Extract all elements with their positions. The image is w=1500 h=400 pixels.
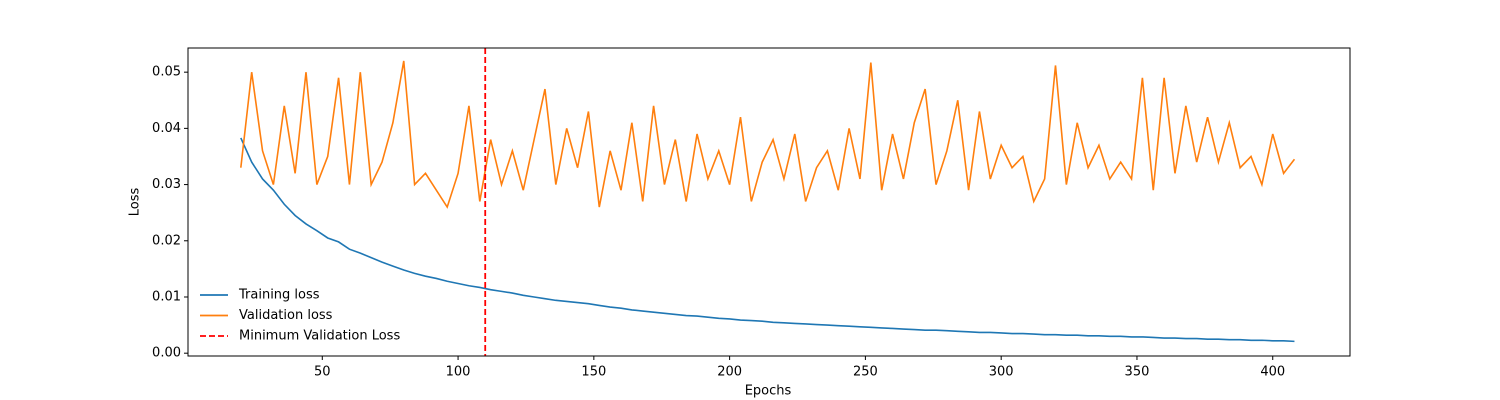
- series-line: [240, 60, 1296, 209]
- y-axis-label: Loss: [128, 188, 143, 217]
- y-tick-label: 0.05: [152, 65, 181, 80]
- y-tick-label: 0.02: [152, 233, 181, 248]
- legend-label: Minimum Validation Loss: [239, 329, 400, 344]
- y-tick-label: 0.01: [152, 289, 181, 304]
- series-line: [240, 137, 1295, 343]
- y-tick-label: 0.00: [152, 346, 181, 361]
- legend-label: Training loss: [238, 288, 320, 303]
- x-tick-label: 400: [1260, 365, 1285, 380]
- y-tick-label: 0.03: [152, 177, 181, 192]
- x-tick-label: 150: [581, 365, 606, 380]
- x-tick-label: 50: [314, 365, 331, 380]
- x-tick-label: 100: [446, 365, 471, 380]
- x-axis-label: Epochs: [745, 384, 792, 399]
- y-tick-label: 0.04: [152, 121, 181, 136]
- x-tick-label: 350: [1125, 365, 1150, 380]
- legend-label: Validation loss: [239, 308, 333, 323]
- plot-frame: [187, 47, 1351, 357]
- x-tick-label: 300: [989, 365, 1014, 380]
- x-tick-label: 200: [717, 365, 742, 380]
- x-tick-label: 250: [853, 365, 878, 380]
